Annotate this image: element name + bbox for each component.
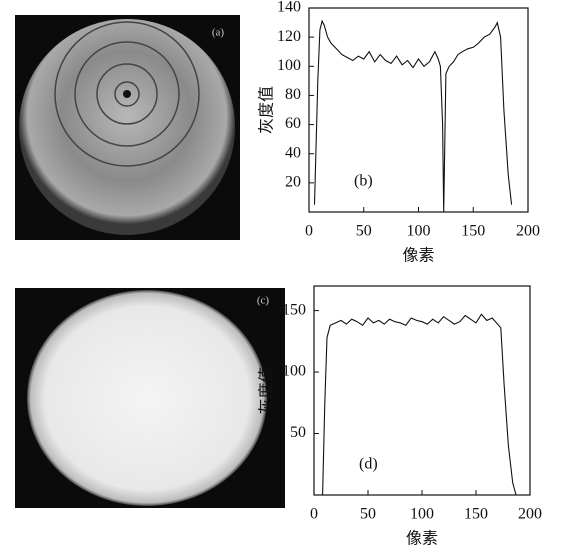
y-axis-label: 灰度值	[258, 86, 276, 134]
data-line	[322, 313, 517, 496]
x-axis-label: 像素	[406, 530, 438, 547]
panel-label: (b)	[354, 173, 373, 190]
x-tick-label: 0	[310, 506, 318, 523]
image-label: (a)	[212, 27, 225, 39]
x-tick-label: 50	[356, 223, 372, 240]
x-tick-label: 100	[407, 223, 431, 240]
y-axis-label: 灰度值	[258, 366, 276, 414]
plot-frame	[308, 7, 529, 213]
panel-label: (d)	[359, 456, 378, 473]
y-tick-label: 20	[285, 174, 301, 191]
x-tick-label: 200	[516, 223, 540, 240]
x-axis-label: 像素	[402, 247, 434, 265]
y-tick-label: 40	[285, 144, 301, 161]
x-tick-label: 50	[360, 506, 376, 523]
y-tick-label: 100	[282, 363, 306, 380]
y-tick-label: 100	[277, 57, 301, 74]
y-tick-label: 60	[285, 115, 301, 132]
image-c: (c)	[15, 288, 285, 508]
x-tick-label: 100	[410, 506, 434, 523]
x-tick-label: 150	[464, 506, 488, 523]
image-label: (c)	[257, 295, 270, 307]
plot-frame	[313, 285, 531, 496]
x-tick-label: 200	[518, 506, 542, 523]
x-tick-label: 150	[461, 223, 485, 240]
y-tick-label: 120	[277, 28, 301, 45]
x-tick-label: 0	[305, 223, 313, 240]
image-a: (a)	[15, 15, 240, 240]
y-tick-label: 150	[282, 301, 306, 318]
y-tick-label: 50	[290, 424, 306, 441]
y-tick-label: 140	[277, 0, 301, 16]
data-line	[313, 19, 513, 213]
y-tick-label: 80	[285, 86, 301, 103]
